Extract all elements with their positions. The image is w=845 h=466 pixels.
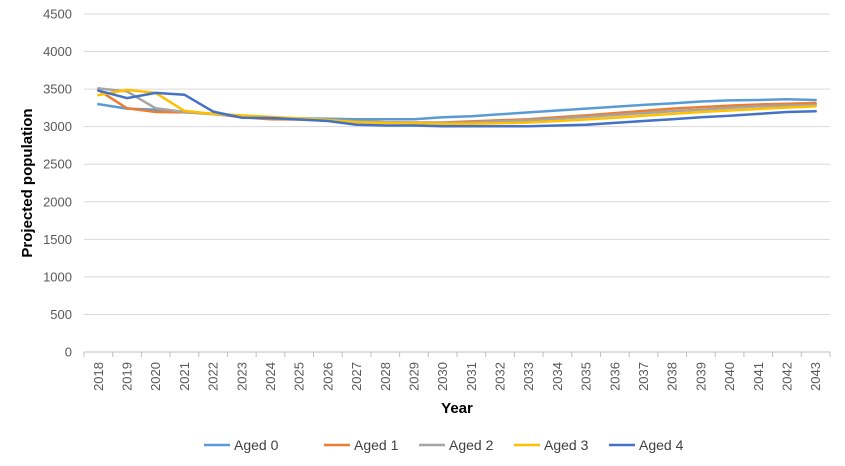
x-tick-label: 2021 [177, 362, 192, 391]
legend-label: Aged 1 [354, 437, 399, 453]
y-axis-title: Projected population [19, 108, 36, 257]
legend-item: Aged 0 [204, 437, 279, 453]
x-tick-label: 2027 [349, 362, 364, 391]
x-axis-title: Year [441, 400, 473, 417]
x-tick-label: 2019 [120, 362, 135, 391]
y-tick-label: 2000 [43, 194, 72, 209]
y-tick-label: 500 [50, 307, 72, 322]
legend-label: Aged 0 [234, 437, 279, 453]
x-tick-label: 2032 [493, 362, 508, 391]
legend-item: Aged 4 [609, 437, 684, 453]
x-tick-label: 2031 [464, 362, 479, 391]
x-tick-label: 2018 [91, 362, 106, 391]
x-tick-label: 2025 [292, 362, 307, 391]
legend: Aged 0 Aged 1 Aged 2 Aged 3 Aged 4 [204, 437, 684, 453]
y-tick-label: 3500 [43, 82, 72, 97]
series-lines [97, 87, 817, 128]
x-axis-tick-labels: 2018 2019 2020 2021 2022 2023 2024 2025 2026 2027… [91, 362, 823, 391]
y-tick-label: 1000 [43, 269, 72, 284]
x-tick-label: 2028 [378, 362, 393, 391]
x-tick-label: 2040 [722, 362, 737, 391]
legend-item: Aged 2 [419, 437, 494, 453]
series-line-aged-3 [97, 88, 817, 125]
x-tick-label: 2037 [636, 362, 651, 391]
y-tick-label: 2500 [43, 157, 72, 172]
x-tick-label: 2034 [550, 362, 565, 391]
y-tick-label: 4000 [43, 44, 72, 59]
x-tick-label: 2026 [320, 362, 335, 391]
x-tick-label: 2035 [579, 362, 594, 391]
grid-lines [83, 13, 831, 357]
x-tick-label: 2043 [808, 362, 823, 391]
legend-item: Aged 3 [514, 437, 589, 453]
x-tick-label: 2029 [406, 362, 421, 391]
x-tick-label: 2022 [206, 362, 221, 391]
legend-label: Aged 2 [449, 437, 494, 453]
y-tick-label: 1500 [43, 232, 72, 247]
y-tick-label: 3000 [43, 119, 72, 134]
x-tick-label: 2020 [148, 362, 163, 391]
y-axis-tick-labels: 0 500 1000 1500 2000 2500 3000 3500 4000 4500 [43, 7, 72, 360]
legend-label: Aged 4 [639, 437, 684, 453]
x-tick-label: 2024 [263, 362, 278, 391]
x-tick-label: 2023 [234, 362, 249, 391]
y-tick-label: 0 [65, 345, 72, 360]
legend-item: Aged 1 [324, 437, 399, 453]
x-tick-label: 2042 [779, 362, 794, 391]
x-tick-label: 2038 [665, 362, 680, 391]
x-tick-label: 2036 [607, 362, 622, 391]
x-tick-label: 2041 [751, 362, 766, 391]
legend-label: Aged 3 [544, 437, 589, 453]
x-tick-label: 2030 [435, 362, 450, 391]
x-tick-label: 2033 [521, 362, 536, 391]
series-line-aged-4 [97, 89, 817, 128]
y-tick-label: 4500 [43, 7, 72, 22]
x-tick-label: 2039 [693, 362, 708, 391]
